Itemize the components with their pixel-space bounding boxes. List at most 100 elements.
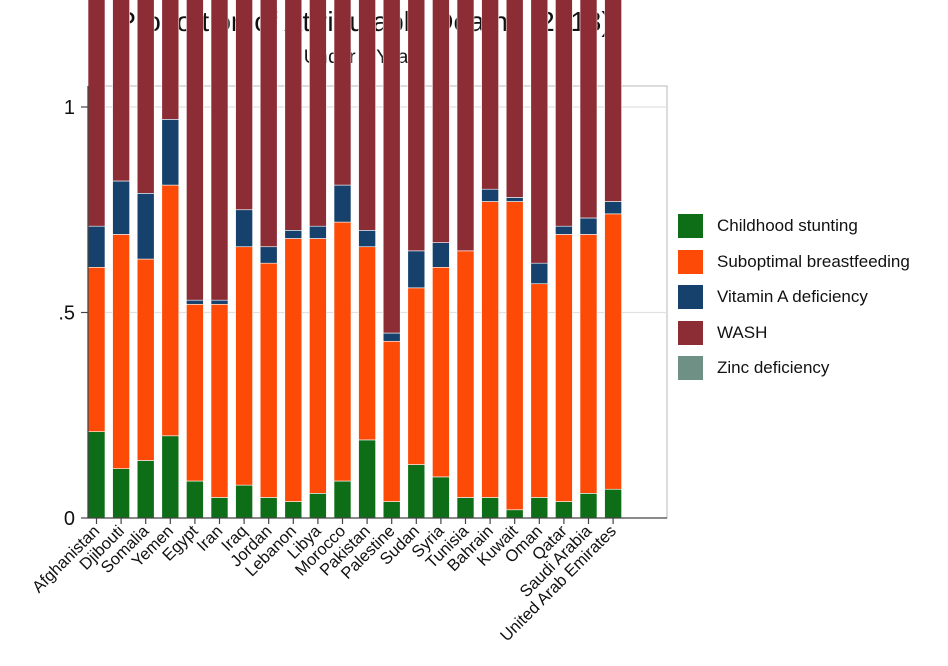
legend-label: WASH — [717, 322, 768, 342]
bar-segment — [186, 303, 204, 482]
bar-segment — [333, 0, 352, 186]
bar-segment — [161, 119, 180, 186]
legend-label: Vitamin A deficiency — [717, 287, 868, 306]
bar-segment — [210, 303, 229, 498]
legend-item: Zinc deficiency — [678, 356, 910, 380]
legend-swatch — [678, 214, 703, 238]
bar-segment — [333, 184, 352, 223]
bar-segment — [579, 0, 598, 219]
bar-segment — [284, 0, 303, 231]
bar-segment — [284, 230, 303, 239]
bar-segment — [358, 439, 376, 519]
bar-segment — [505, 509, 524, 519]
bar-segment — [456, 0, 475, 252]
bar-segment — [87, 431, 106, 519]
bar-segment — [555, 234, 573, 502]
bar-segment — [161, 184, 180, 437]
legend-label: Zinc deficiency — [717, 358, 830, 377]
bar-segment — [136, 460, 155, 519]
bar-segment — [382, 0, 401, 334]
bar-segment — [604, 0, 622, 202]
legend-swatch — [678, 249, 703, 274]
bar-segment — [235, 0, 253, 211]
bar-segment — [358, 246, 376, 441]
bar-segment — [210, 497, 229, 519]
bar-segment — [112, 180, 130, 235]
bar-segment — [309, 0, 327, 227]
bar-segment — [186, 299, 204, 305]
bar-segment — [505, 201, 524, 511]
bar-segment — [530, 497, 549, 519]
bar-segment — [604, 488, 622, 519]
bar-segment — [259, 262, 278, 498]
bar-segment — [333, 480, 352, 519]
bar-segment — [555, 225, 573, 235]
bar-segment — [604, 201, 622, 215]
bar-segment — [136, 0, 155, 194]
legend-item: WASH — [678, 320, 910, 345]
bar-segment — [530, 283, 549, 498]
bar-segment — [604, 213, 622, 490]
bar-segment — [432, 266, 450, 478]
legend-item: Suboptimal breastfeeding — [678, 249, 910, 274]
bar-segment — [87, 0, 106, 227]
legend-item: Vitamin A deficiency — [678, 285, 910, 309]
bar-segment — [309, 238, 327, 494]
bar-segment — [284, 501, 303, 519]
bar-segment — [235, 209, 253, 248]
bar-segment — [382, 501, 401, 519]
legend-label: Suboptimal breastfeeding — [717, 251, 910, 271]
bar-segment — [309, 493, 327, 519]
bar-segment — [481, 201, 499, 498]
bar-segment — [259, 0, 278, 248]
legend-swatch — [678, 356, 703, 380]
bar-segment — [530, 0, 549, 264]
bar-segment — [259, 497, 278, 519]
bar-segment — [407, 287, 426, 465]
bar-segment — [112, 0, 130, 182]
bar-segment — [161, 435, 180, 519]
bar-segment — [481, 0, 499, 190]
bar-segment — [481, 497, 499, 519]
bar-segment — [87, 225, 106, 268]
bar-segment — [161, 0, 180, 120]
legend: Childhood stunting Suboptimal breastfeedi… — [678, 214, 910, 392]
bar-segment — [407, 0, 426, 252]
y-tick-label: .5 — [58, 303, 75, 325]
legend-swatch — [678, 320, 703, 345]
y-tick-label: 1 — [64, 97, 75, 119]
bar-segment — [505, 0, 524, 198]
bar-segment — [358, 0, 376, 231]
bar-segment — [309, 225, 327, 239]
bar-segment — [235, 484, 253, 519]
bar-segment — [555, 501, 573, 519]
bar-segment — [186, 480, 204, 519]
bar-segment — [555, 0, 573, 227]
bar-segment — [481, 188, 499, 202]
bar-segment — [112, 468, 130, 519]
bar-segment — [87, 266, 106, 432]
bar-segment — [407, 250, 426, 289]
bar-segment — [432, 0, 450, 243]
bar-segment — [235, 246, 253, 486]
bar-segment — [136, 258, 155, 461]
bar-segment — [432, 476, 450, 519]
bar-segment — [382, 340, 401, 502]
legend-item: Childhood stunting — [678, 214, 910, 238]
bar-segment — [210, 299, 229, 305]
bar-segment — [186, 0, 204, 301]
bars — [87, 0, 622, 519]
bar-segment — [530, 262, 549, 285]
bar-segment — [259, 246, 278, 264]
bar-segment — [579, 217, 598, 235]
y-tick-label: 0 — [64, 508, 75, 530]
legend-swatch — [678, 285, 703, 309]
bar-segment — [505, 197, 524, 202]
bar-segment — [407, 464, 426, 519]
bar-segment — [579, 493, 598, 519]
legend-label: Childhood stunting — [717, 216, 858, 235]
bar-segment — [358, 230, 376, 248]
bar-segment — [456, 250, 475, 498]
bar-segment — [284, 238, 303, 502]
bar-segment — [333, 221, 352, 482]
